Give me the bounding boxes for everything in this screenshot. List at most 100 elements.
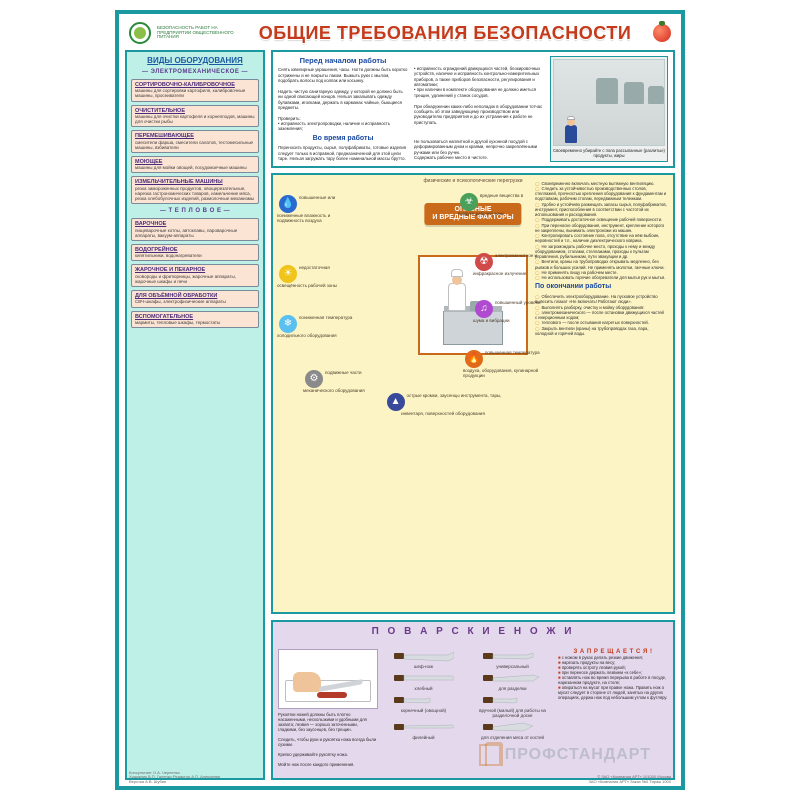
hazard-icon: ☢ — [475, 253, 493, 271]
knife-label: вручной (малый) для работы на разделочно… — [472, 708, 553, 718]
equipment-card: ОЧИСТИТЕЛЬНОЕмашины для очистки картофел… — [131, 105, 259, 128]
main-column: Перед началом работы Снять ювелирные укр… — [271, 50, 675, 614]
knife-icon — [483, 671, 543, 685]
equipment-card: ВАРОЧНОЕпищеварочные котлы, автоклавы, п… — [131, 218, 259, 241]
equipment-card: ЖАРОЧНОЕ И ПЕКАРНОЕсковороды и фритюрниц… — [131, 264, 259, 287]
hazard-icon: ⚙ — [305, 370, 323, 388]
rule-item: Обеспечить электрооборудование. На пуско… — [535, 294, 667, 305]
rule-item: теплового — после остывания нагретых пов… — [535, 320, 667, 325]
hazard-item: ☀недостаточная освещённость рабочей зоны — [277, 265, 355, 288]
equipment-card: МОЮЩЕЕмашины для мойки овощей, посудомое… — [131, 156, 259, 173]
rule-item: Не использовать горячие обогреватели для… — [535, 275, 667, 280]
illus-caption: Своевременно убирайте с пола рассыпанные… — [553, 148, 665, 159]
forbid-item: оставлять нож во время перерыва в работе… — [558, 675, 668, 685]
knife-icon — [394, 649, 454, 663]
equipment-card: ВОДОГРЕЙНОЕкипятильники, водонагреватели — [131, 244, 259, 261]
credits-left: Консультант О.А. Черненко Художник В.П. … — [129, 771, 220, 784]
sidebar-title: ВИДЫ ОБОРУДОВАНИЯ — [131, 56, 259, 65]
knife-label: для разделки — [499, 686, 527, 691]
knife-item: для разделки — [472, 671, 553, 691]
equipment-desc: машины для мойки овощей, посудомоечные м… — [135, 165, 255, 170]
hazard-icon: ❄ — [279, 315, 297, 333]
rule-item: Контролировать состояние пола, отсутстви… — [535, 233, 667, 244]
rule-item: Вентили, краны на трубопроводах открыват… — [535, 259, 667, 270]
cleaning-illustration: Своевременно убирайте с пола рассыпанные… — [550, 56, 668, 162]
hazard-icon: ▲ — [387, 393, 405, 411]
pretext-col-1: Перед началом работы Снять ювелирные укр… — [278, 56, 408, 162]
knife-item: универсальный — [472, 649, 553, 669]
rule-item: Удобно и устойчиво размещать запасы сырь… — [535, 202, 667, 218]
knife-item: корнечный (овощной) — [383, 693, 464, 718]
equipment-desc: пищеварочные котлы, автоклавы, паровароч… — [135, 228, 255, 238]
hazard-item: 💧повышенные или пониженные влажность и п… — [277, 195, 355, 223]
hazard-icon: 🔥 — [465, 350, 483, 368]
knife-item: шеф-нож — [383, 649, 464, 669]
equipment-desc: смесители фарша, смесители салатов, тест… — [135, 140, 255, 150]
poster-body: ВИДЫ ОБОРУДОВАНИЯ — ЭЛЕКТРОМЕХАНИЧЕСКОЕ … — [125, 50, 675, 780]
equipment-desc: СВЧ-шкафы, электрофизические аппараты — [135, 299, 255, 304]
watermark-icon — [479, 744, 501, 766]
knife-label: хлебный — [414, 686, 432, 691]
rule-item: электромеханического — после остановки д… — [535, 310, 667, 321]
equipment-desc: кипятильники, водонагреватели — [135, 253, 255, 258]
kitchen-scene-icon — [553, 59, 665, 146]
sidebar-group-1: — ЭЛЕКТРОМЕХАНИЧЕСКОЕ — — [131, 69, 259, 75]
pretext-1: Снять ювелирные украшения, часы. Ногти д… — [278, 67, 408, 131]
hazard-item: 🔥повышенная температура воздуха, оборудо… — [463, 350, 541, 378]
knife-label: филейный — [412, 735, 434, 740]
knife-icon — [394, 720, 454, 734]
knife-label: универсальный — [496, 664, 529, 669]
knife-item: вручной (малый) для работы на разделочно… — [472, 693, 553, 718]
equipment-sidebar: ВИДЫ ОБОРУДОВАНИЯ — ЭЛЕКТРОМЕХАНИЧЕСКОЕ … — [125, 50, 265, 780]
knife-item: филейный — [383, 720, 464, 740]
hazards-panel: физические и психологические перегрузки … — [271, 173, 675, 614]
equipment-card: ВСПОМОГАТЕЛЬНОЕмармиты, тепловые шкафы, … — [131, 311, 259, 328]
rule-item: Закрыть вентили (краны) на трубопроводах… — [535, 326, 667, 337]
knife-item: хлебный — [383, 671, 464, 691]
during-1: Переносить продукты, сырьё, полуфабрикат… — [278, 145, 408, 161]
knives-left-text: Рукоятки ножей должны быть плотно насаже… — [278, 712, 378, 767]
main-title: ОБЩИЕ ТРЕБОВАНИЯ БЕЗОПАСНОСТИ — [243, 23, 647, 44]
tomato-icon — [653, 24, 671, 42]
knife-label: корнечный (овощной) — [401, 708, 446, 713]
rule-item: Следить за устойчивостью производственны… — [535, 186, 667, 202]
sidebar-group-2: — Т Е П Л О В О Е — — [131, 208, 259, 214]
logo-text: БЕЗОПАСНОСТЬ РАБОТ НА ПРЕДПРИЯТИИ ОБЩЕСТ… — [157, 26, 237, 41]
knives-left: Рукоятки ножей должны быть плотно насаже… — [278, 649, 378, 774]
equipment-card: ИЗМЕЛЬЧИТЕЛЬНЫЕ МАШИНЫрезка замороженных… — [131, 176, 259, 204]
hazard-icon: 💧 — [279, 195, 297, 213]
rule-item: При переноске оборудования, инструмент, … — [535, 223, 667, 234]
pre-work-block: Перед началом работы Снять ювелирные укр… — [271, 50, 675, 168]
knife-icon — [394, 693, 454, 707]
hazard-item: ☣вредные вещества в воздухе рабочей зоны — [458, 193, 536, 216]
credits-right: © ЗАО «Компания АРТ» 101000 Москва ЗАО «… — [589, 775, 672, 784]
equipment-desc: машины для сортировки картофеля, калибро… — [135, 88, 255, 98]
equipment-desc: резка замороженных продуктов, овощерезат… — [135, 186, 255, 202]
watermark: ПРОФСТАНДАРТ — [479, 744, 651, 766]
pretext-2: • исправность ограждений движущихся част… — [414, 66, 544, 125]
after-work-heading: По окончании работы — [535, 283, 667, 292]
hazard-item: ❄пониженная температура холодильного обо… — [277, 315, 355, 338]
equipment-card: ПЕРЕМЕШИВАЮЩЕЕсмесители фарша, смесители… — [131, 130, 259, 153]
equipment-desc: мармиты, тепловые шкафы, термостаты — [135, 320, 255, 325]
heading-during-work: Во время работы — [278, 135, 408, 144]
rule-item: Своевременно включать местную вытяжную в… — [535, 181, 667, 186]
hazard-icon: ♫ — [475, 300, 493, 318]
equipment-desc: машины для очистки картофеля и корнеплод… — [135, 114, 255, 124]
heading-before-work: Перед началом работы — [278, 56, 408, 65]
knife-icon — [483, 649, 543, 663]
poster-header: БЕЗОПАСНОСТЬ РАБОТ НА ПРЕДПРИЯТИИ ОБЩЕСТ… — [125, 20, 675, 50]
knife-item: для отделения мяса от костей — [472, 720, 553, 740]
equipment-card: СОРТИРОВОЧНО-КАЛИБРОВОЧНОЕмашины для сор… — [131, 79, 259, 102]
pretext-col-2: • исправность ограждений движущихся част… — [414, 56, 544, 162]
equipment-card: ДЛЯ ОБЪЁМНОЙ ОБРАБОТКИСВЧ-шкафы, электро… — [131, 290, 259, 307]
hazard-label: острые кромки, заусенцы инструмента, тар… — [401, 393, 501, 416]
rule-item: Поддерживать достаточное освещение рабоч… — [535, 217, 667, 222]
hazard-icon: ☀ — [279, 265, 297, 283]
rule-item: Не загромождать рабочее место, проходы к… — [535, 244, 667, 260]
forbid-item: опираться на мусат при правке ножа. Прав… — [558, 685, 668, 700]
knife-label: шеф-нож — [414, 664, 433, 669]
logo-icon — [129, 22, 151, 44]
hazard-item: ⚙подвижные части механического оборудова… — [303, 370, 393, 393]
safety-poster: БЕЗОПАСНОСТЬ РАБОТ НА ПРЕДПРИЯТИИ ОБЩЕСТ… — [115, 10, 685, 790]
